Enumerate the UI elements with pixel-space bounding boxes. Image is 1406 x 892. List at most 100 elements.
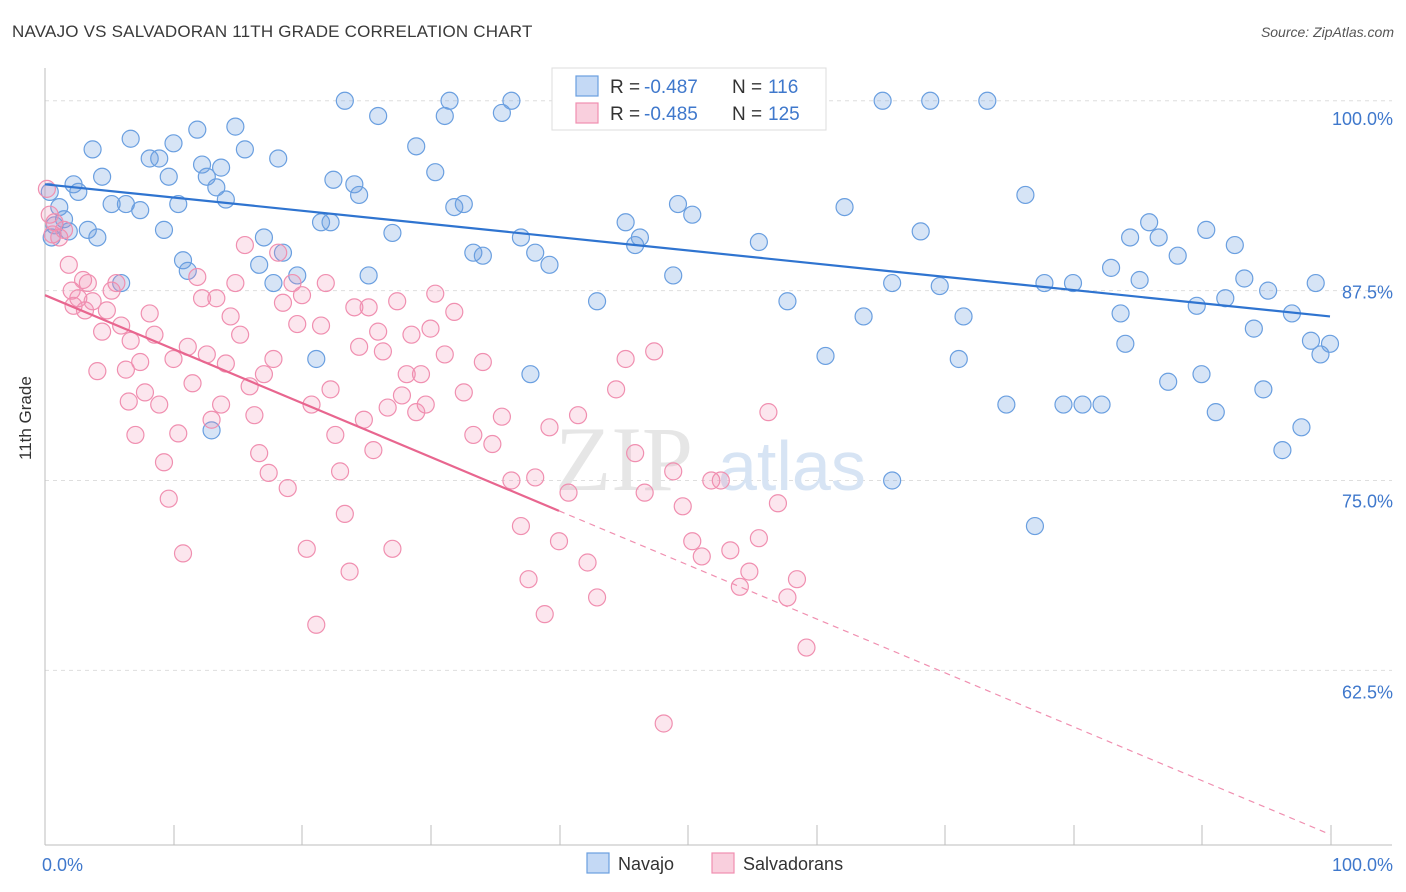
- data-point-navajo: [1116, 334, 1135, 353]
- data-point-navajo: [93, 167, 112, 186]
- data-point-navajo: [140, 149, 159, 168]
- data-point-salvadorans: [411, 365, 431, 384]
- data-point-salvadorans: [159, 489, 178, 508]
- data-point-salvadorans: [464, 425, 483, 445]
- data-point-salvadorans: [254, 365, 274, 384]
- legend-navajo-swatch: [586, 852, 610, 874]
- data-point-navajo: [521, 365, 540, 384]
- data-point-navajo: [1140, 213, 1159, 232]
- data-point-salvadorans: [316, 273, 335, 293]
- data-point-salvadorans: [59, 255, 78, 274]
- data-point-salvadorans: [549, 532, 569, 551]
- data-point-salvadorans: [183, 374, 202, 393]
- navajo-trend-line: [44, 183, 1331, 318]
- data-point-salvadorans: [454, 383, 473, 402]
- data-point-salvadorans: [297, 539, 316, 558]
- data-point-navajo: [435, 106, 454, 126]
- data-point-salvadorans: [188, 267, 207, 287]
- data-point-navajo: [511, 228, 531, 247]
- data-point-salvadorans: [392, 386, 412, 405]
- x-tick-label: 100.0%: [1332, 855, 1393, 875]
- data-point-salvadorans: [350, 337, 369, 356]
- data-point-salvadorans: [402, 325, 421, 344]
- legend-salvadorans-label: Salvadorans: [743, 854, 843, 874]
- data-point-navajo: [164, 134, 183, 153]
- data-point-salvadorans: [164, 349, 183, 369]
- data-point-navajo: [664, 266, 683, 285]
- data-point-salvadorans: [483, 434, 502, 454]
- data-point-navajo: [1306, 273, 1325, 293]
- data-point-salvadorans: [97, 301, 116, 320]
- data-point-salvadorans: [492, 407, 511, 426]
- data-point-salvadorans: [421, 319, 440, 338]
- data-point-navajo: [1168, 246, 1187, 265]
- data-point-navajo: [321, 213, 340, 232]
- data-point-salvadorans: [797, 638, 816, 657]
- data-point-navajo: [683, 205, 702, 224]
- data-point-navajo: [407, 137, 426, 156]
- data-point-salvadorans: [388, 292, 407, 311]
- data-point-navajo: [324, 170, 343, 189]
- data-point-navajo: [440, 91, 459, 110]
- data-point-salvadorans: [607, 380, 626, 399]
- data-point-salvadorans: [259, 463, 278, 482]
- data-point-navajo: [188, 120, 207, 139]
- data-point-navajo: [1073, 395, 1092, 414]
- data-point-navajo: [883, 273, 902, 293]
- data-point-salvadorans: [321, 380, 340, 399]
- data-point-salvadorans: [140, 304, 159, 323]
- data-point-salvadorans: [207, 289, 226, 308]
- data-point-salvadorans: [787, 570, 807, 589]
- data-point-salvadorans: [307, 615, 326, 634]
- data-point-navajo: [150, 149, 169, 168]
- data-point-salvadorans: [578, 553, 597, 572]
- salvadorans-r-value: -0.485: [644, 104, 698, 125]
- data-point-navajo: [335, 91, 354, 110]
- data-point-salvadorans: [107, 273, 126, 293]
- data-point-salvadorans: [83, 292, 102, 311]
- data-point-navajo: [369, 106, 388, 126]
- data-point-navajo: [345, 175, 364, 194]
- data-point-navajo: [159, 167, 178, 186]
- data-point-salvadorans: [730, 577, 749, 596]
- data-point-navajo: [954, 307, 973, 326]
- y-tick-label: 62.5%: [1342, 682, 1393, 702]
- data-point-salvadorans: [502, 471, 521, 490]
- data-point-salvadorans: [245, 406, 264, 425]
- data-point-salvadorans: [616, 349, 635, 369]
- legend-salvadorans-swatch: [711, 852, 735, 874]
- data-point-navajo: [40, 182, 59, 202]
- data-point-navajo: [121, 129, 140, 148]
- data-point-salvadorans: [330, 462, 350, 481]
- data-point-navajo: [207, 178, 226, 197]
- data-point-navajo: [1187, 296, 1206, 315]
- y-tick-label: 100.0%: [1332, 109, 1393, 129]
- data-point-salvadorans: [119, 392, 138, 411]
- navajo-r-label: R =: [610, 77, 640, 98]
- data-point-navajo: [921, 91, 940, 110]
- data-point-salvadorans: [702, 471, 721, 490]
- data-point-navajo: [949, 349, 968, 369]
- data-point-navajo: [630, 228, 650, 247]
- source-credit: Source: ZipAtlas.com: [1260, 24, 1394, 40]
- data-point-navajo: [1111, 304, 1130, 323]
- navajo-n-label: N =: [732, 77, 762, 98]
- data-point-salvadorans: [116, 360, 136, 379]
- data-point-navajo: [1225, 235, 1244, 255]
- data-point-navajo: [930, 276, 949, 296]
- data-point-salvadorans: [78, 273, 97, 293]
- data-point-navajo: [1149, 228, 1168, 247]
- data-point-navajo: [873, 91, 892, 110]
- data-point-navajo: [350, 185, 369, 205]
- data-point-navajo: [216, 190, 235, 209]
- data-point-salvadorans: [273, 293, 293, 312]
- navajo-swatch: [575, 75, 599, 97]
- data-point-navajo: [883, 471, 902, 490]
- y-tick-labels: 62.5% 75.0% 87.5% 100.0%: [1332, 109, 1393, 703]
- data-point-navajo: [131, 201, 150, 220]
- axes: [44, 68, 1392, 846]
- data-point-salvadorans: [511, 516, 531, 536]
- data-point-salvadorans: [135, 383, 155, 402]
- data-point-salvadorans: [93, 322, 112, 341]
- stats-legend: R = -0.487 N = 116 R = -0.485 N = 125: [551, 67, 827, 131]
